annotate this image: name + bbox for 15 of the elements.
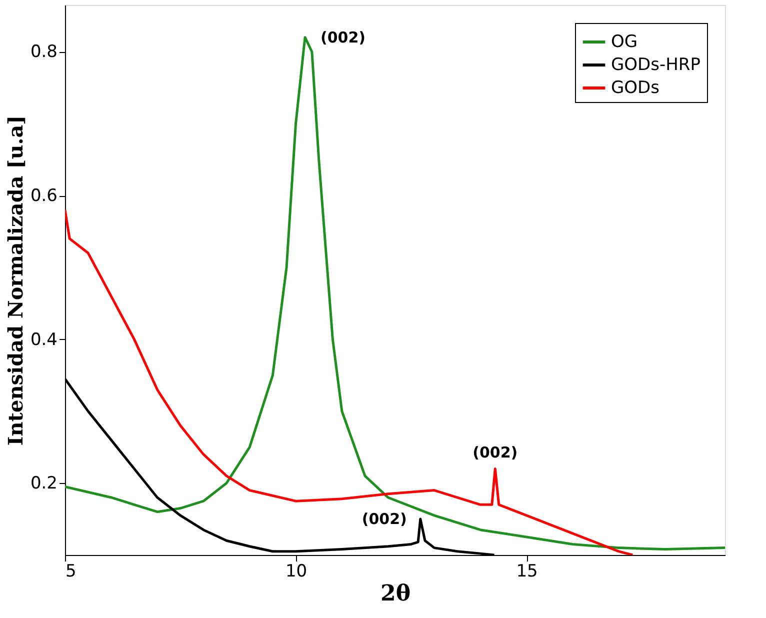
- y-tick-label: 0.4: [30, 330, 58, 350]
- annotation: (002): [472, 444, 518, 462]
- annotation: (002): [362, 510, 407, 528]
- legend-label: GODs-HRP: [611, 55, 700, 75]
- x-tick-label: 5: [66, 562, 76, 582]
- legend-label: OG: [611, 32, 638, 52]
- legend-label: GODs: [611, 78, 660, 98]
- y-tick-label: 0.6: [30, 186, 58, 206]
- y-axis-title: Intensidad Normalizada [u.a]: [3, 115, 28, 446]
- annotation: (002): [320, 28, 366, 46]
- y-tick-label: 0.8: [30, 42, 58, 62]
- y-tick-label: 0.2: [30, 474, 58, 494]
- x-tick-label: 15: [516, 562, 538, 582]
- x-tick-label: 10: [285, 562, 308, 582]
- x-axis-title: 2θ: [380, 580, 410, 606]
